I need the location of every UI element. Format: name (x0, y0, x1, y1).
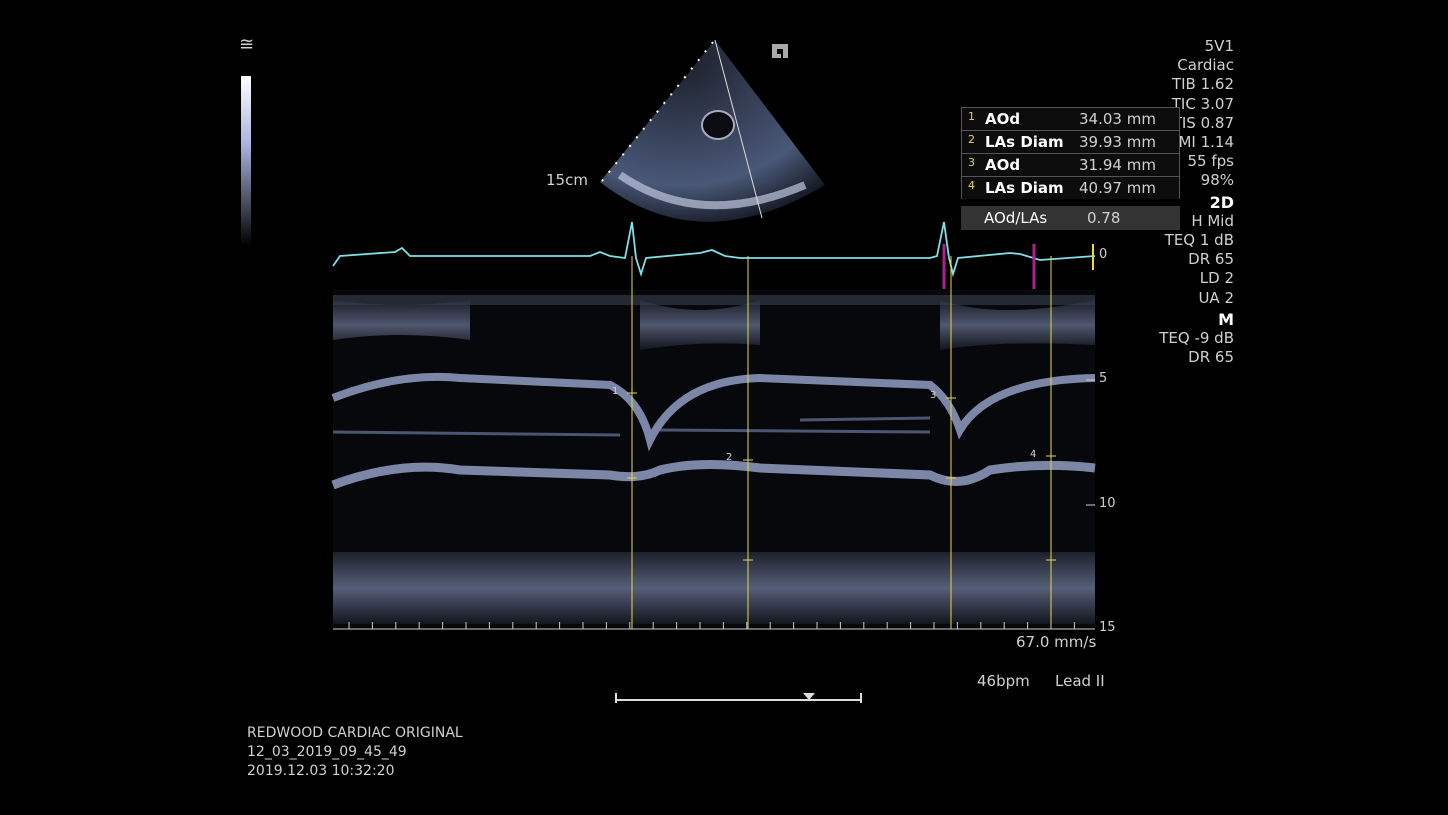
measurement-value: 31.94 mm (1079, 156, 1156, 174)
m-band (332, 416, 931, 437)
calipers (627, 256, 1056, 629)
measurement-row: 2 LAs Diam 39.93 mm (961, 130, 1180, 153)
param-line: 98% (1200, 171, 1234, 190)
measurement-label: AOd (985, 156, 1021, 174)
param-line: TIC 3.07 (1171, 94, 1234, 113)
sweep-speed: 67.0 mm/s (1016, 633, 1097, 651)
mode-title: 2D (1209, 192, 1234, 212)
measurement-label: LAs Diam (985, 179, 1064, 197)
scroll-bar[interactable] (615, 693, 862, 703)
m-band (333, 300, 1095, 350)
param-line: DR 65 (1188, 250, 1234, 269)
ratio-value: 0.78 (1087, 209, 1121, 227)
mode-title: M (1218, 309, 1234, 329)
param-line: MI 1.14 (1178, 133, 1234, 152)
m-band (331, 459, 1096, 490)
footer-line: 12_03_2019_09_45_49 (247, 744, 407, 760)
ecg-lead: Lead II (1055, 672, 1105, 690)
caliper-label: 2 (726, 452, 733, 463)
measurement-value: 39.93 mm (1079, 133, 1156, 151)
param-line: TIB 1.62 (1171, 75, 1234, 94)
caliper-label: 1 (612, 386, 619, 397)
measurement-index: 1 (968, 110, 975, 123)
param-line: TEQ -9 dB (1159, 329, 1234, 348)
param-line: 5V1 (1204, 37, 1234, 55)
logo-icon: ≅ (239, 34, 255, 55)
m-band (333, 552, 1095, 624)
measurement-index: 4 (968, 179, 975, 192)
param-line: UA 2 (1198, 288, 1234, 307)
ecg-zero: 0 (1099, 247, 1108, 262)
depth-tick-label: 10 (1099, 496, 1116, 511)
measurement-row: 1 AOd 34.03 mm (961, 107, 1180, 130)
measurement-row: 3 AOd 31.94 mm (961, 153, 1180, 176)
param-line: TIS 0.87 (1172, 113, 1234, 132)
ratio-row: AOd/LAs 0.78 (961, 206, 1180, 230)
param-line: Cardiac (1177, 56, 1234, 75)
measurements-table: 1 AOd 34.03 mm 2 LAs Diam 39.93 mm 3 AOd 31.94 m… (961, 107, 1180, 230)
measurement-label: LAs Diam (985, 133, 1064, 151)
caliper-label: 3 (930, 390, 937, 401)
depth-label: 15cm (546, 171, 588, 189)
footer-line: 2019.12.03 10:32:20 (247, 763, 395, 779)
depth-tick-label: 15 (1099, 620, 1116, 635)
m-band (333, 295, 1095, 305)
sector-wall (617, 171, 807, 210)
measurement-value: 34.03 mm (1079, 110, 1156, 128)
m-band (331, 372, 1096, 452)
param-line: 55 fps (1187, 152, 1234, 171)
param-line: LD 2 (1199, 269, 1234, 288)
footer: REDWOOD CARDIAC ORIGINAL 12_03_2019_09_45… (247, 724, 463, 781)
measurement-index: 3 (968, 156, 975, 169)
param-line: H Mid (1191, 211, 1234, 230)
parameters: 5V1 Cardiac TIB 1.62 TIC 3.07 TIS 0.87 MI 1.1… (1159, 37, 1234, 367)
depth-tick-label: 5 (1099, 371, 1108, 386)
param-line: TEQ 1 dB (1164, 231, 1234, 250)
time-ticks (348, 622, 1075, 629)
heart-rate: 46bpm (977, 672, 1030, 690)
scroll-thumb[interactable] (803, 693, 815, 700)
gray-bar (241, 76, 251, 246)
m-line (714, 39, 763, 219)
sector-valve (701, 110, 735, 140)
measurement-row: 4 LAs Diam 40.97 mm (961, 176, 1180, 199)
ratio-label: AOd/LAs (984, 209, 1048, 227)
ecg-trace (332, 221, 1096, 278)
footer-line: REDWOOD CARDIAC ORIGINAL (247, 725, 463, 741)
measurement-index: 2 (968, 133, 975, 146)
measurement-value: 40.97 mm (1079, 179, 1156, 197)
depth-scale (333, 379, 1095, 630)
param-line: DR 65 (1188, 348, 1234, 367)
caliper-label: 4 (1030, 449, 1037, 460)
orientation-icon (772, 44, 788, 58)
measurement-label: AOd (985, 110, 1021, 128)
